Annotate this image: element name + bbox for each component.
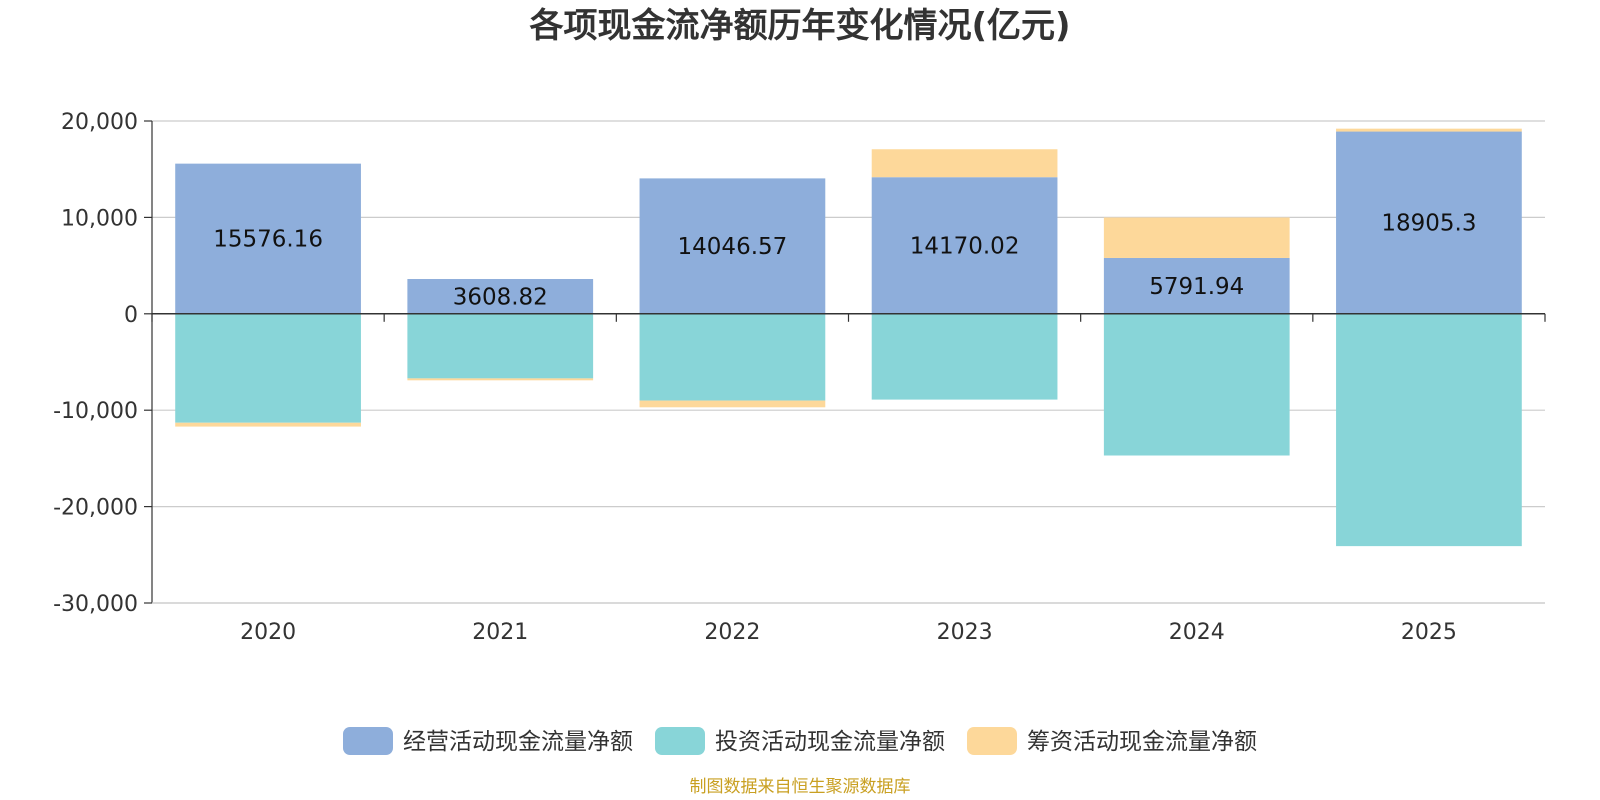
bar-筹资活动现金流量净额-2024[interactable]	[1103, 217, 1290, 258]
bar-经营活动现金流量净额-2021[interactable]	[407, 279, 594, 314]
data-labels: 15576.16 3608.82 14046.57 14170.02 5791.94 18…	[213, 211, 1476, 311]
bar-经营活动现金流量净额-2020[interactable]	[175, 163, 361, 314]
data-label: 14046.57	[678, 234, 788, 260]
x-tick-label: 2023	[937, 620, 993, 645]
bar-经营活动现金流量净额-2023[interactable]	[871, 177, 1058, 314]
legend-swatch[interactable]	[967, 727, 1017, 755]
legend-label[interactable]: 筹资活动现金流量净额	[1027, 729, 1257, 755]
legend[interactable]: 经营活动现金流量净额 投资活动现金流量净额 筹资活动现金流量净额	[343, 727, 1257, 755]
x-tick-label: 2021	[472, 620, 528, 645]
y-tick-label: 20,000	[61, 110, 138, 135]
y-tick-label: -10,000	[53, 399, 138, 424]
chart-title: 各项现金流净额历年变化情况(亿元)	[529, 6, 1070, 46]
bars	[175, 128, 1522, 547]
y-tick-label: 0	[124, 303, 138, 328]
data-label: 18905.3	[1381, 211, 1476, 237]
bar-投资活动现金流量净额-2022[interactable]	[639, 313, 826, 401]
legend-swatch[interactable]	[343, 727, 393, 755]
bar-投资活动现金流量净额-2020[interactable]	[175, 313, 361, 423]
y-tick-label: -20,000	[53, 496, 138, 521]
legend-label[interactable]: 投资活动现金流量净额	[715, 729, 945, 755]
bar-筹资活动现金流量净额-2022[interactable]	[639, 400, 826, 408]
bar-筹资活动现金流量净额-2021[interactable]	[407, 378, 594, 381]
axes: 20,000 10,000 0 -10,000 -20,000 -30,000 2020 20…	[53, 110, 1546, 645]
bar-投资活动现金流量净额-2025[interactable]	[1336, 313, 1522, 547]
bar-投资活动现金流量净额-2021[interactable]	[407, 313, 594, 379]
x-tick-label: 2024	[1169, 620, 1225, 645]
bar-投资活动现金流量净额-2024[interactable]	[1103, 313, 1290, 456]
bar-经营活动现金流量净额-2022[interactable]	[639, 178, 826, 314]
bar-筹资活动现金流量净额-2025[interactable]	[1336, 128, 1522, 132]
legend-swatch[interactable]	[655, 727, 705, 755]
bar-投资活动现金流量净额-2023[interactable]	[871, 313, 1058, 400]
bar-筹资活动现金流量净额-2023[interactable]	[871, 149, 1058, 178]
source-note: 制图数据来自恒生聚源数据库	[690, 777, 911, 797]
x-tick-label: 2022	[704, 620, 760, 645]
data-label: 5791.94	[1149, 274, 1244, 300]
y-tick-label: -30,000	[53, 592, 138, 617]
bar-筹资活动现金流量净额-2020[interactable]	[175, 422, 361, 427]
bar-经营活动现金流量净额-2024[interactable]	[1103, 257, 1290, 314]
x-tick-label: 2020	[240, 620, 296, 645]
bar-经营活动现金流量净额-2025[interactable]	[1336, 131, 1522, 314]
data-label: 3608.82	[453, 284, 548, 310]
y-tick-label: 10,000	[61, 206, 138, 231]
legend-label[interactable]: 经营活动现金流量净额	[403, 729, 633, 755]
data-label: 14170.02	[910, 234, 1020, 260]
data-label: 15576.16	[213, 227, 323, 253]
x-tick-label: 2025	[1401, 620, 1457, 645]
